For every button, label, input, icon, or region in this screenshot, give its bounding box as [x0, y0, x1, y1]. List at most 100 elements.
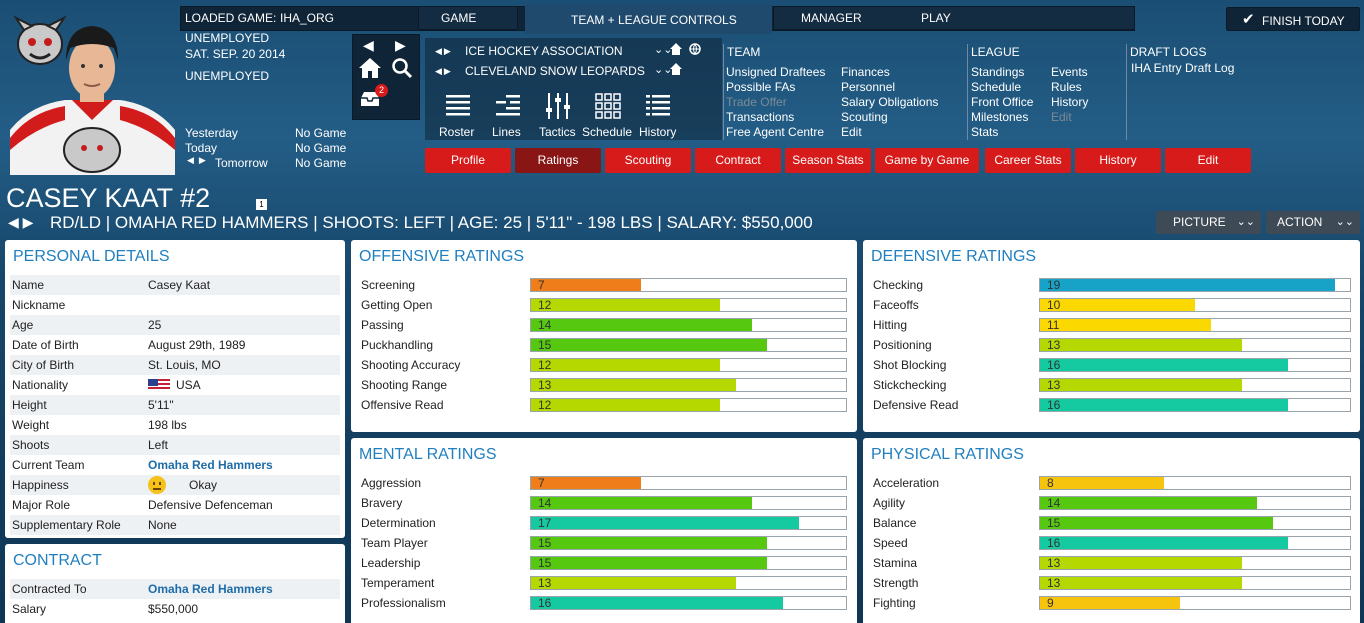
- menu-salary-obligations[interactable]: Salary Obligations: [841, 95, 939, 109]
- menu-scouting[interactable]: Scouting: [841, 110, 888, 124]
- rating-label-fighting: Fighting: [873, 596, 916, 610]
- team-nav-arrows[interactable]: ◀▶: [435, 66, 453, 76]
- player-badge: 1: [256, 199, 267, 210]
- menu-possible-fas[interactable]: Possible FAs: [726, 80, 796, 94]
- team-league-controls-tab[interactable]: [525, 4, 772, 34]
- offensive-ratings-panel: OFFENSIVE RATINGS Screening 7 Getting Open…: [351, 240, 857, 432]
- rating-fill-acceleration: [1040, 477, 1164, 489]
- rating-fill-leadership: [531, 557, 768, 569]
- team-menu-col2: Finances Personnel Salary Obligations Sc…: [841, 65, 938, 140]
- league-expand-icon[interactable]: ⌄⌄: [654, 44, 673, 56]
- manager-menu[interactable]: MANAGER: [801, 11, 862, 25]
- rating-fill-getting-open: [531, 299, 720, 311]
- lines-icon[interactable]: [496, 94, 520, 121]
- manager-play-tab[interactable]: [773, 6, 1135, 30]
- menu-team-edit[interactable]: Edit: [841, 125, 862, 139]
- menu-milestones[interactable]: Milestones: [971, 110, 1029, 124]
- team-league-controls-menu[interactable]: TEAM + LEAGUE CONTROLS: [571, 13, 737, 27]
- tab-season-stats[interactable]: Season Stats: [785, 148, 871, 173]
- rating-fill-speed: [1040, 537, 1288, 549]
- team-name[interactable]: CLEVELAND SNOW LEOPARDS: [465, 64, 645, 78]
- rating-label-speed: Speed: [873, 536, 908, 550]
- menu-iha-entry-draft-log[interactable]: IHA Entry Draft Log: [1131, 61, 1235, 75]
- league-name[interactable]: ICE HOCKEY ASSOCIATION: [465, 44, 623, 58]
- rating-value-passing: 14: [538, 318, 552, 332]
- rating-fill-professionalism: [531, 597, 783, 609]
- rating-bar-faceoffs: 10: [1039, 298, 1351, 312]
- schedule-tomorrow-label: Tomorrow: [215, 156, 268, 170]
- detail-row: Current Team Omaha Red Hammers: [10, 455, 340, 475]
- tactics-icon[interactable]: [545, 92, 571, 123]
- inbox-icon[interactable]: [359, 90, 381, 111]
- toolbar-history[interactable]: History: [639, 125, 677, 139]
- tab-contract[interactable]: Contract: [695, 148, 781, 173]
- schedule-icon[interactable]: [595, 93, 621, 122]
- menu-standings[interactable]: Standings: [971, 65, 1025, 79]
- globe-icon[interactable]: [689, 43, 701, 58]
- rating-label-screening: Screening: [361, 278, 416, 292]
- toolbar-schedule[interactable]: Schedule: [582, 125, 633, 139]
- rating-bar-balance: 15: [1039, 516, 1351, 530]
- rating-label-leadership: Leadership: [361, 556, 421, 570]
- search-icon[interactable]: [391, 57, 413, 82]
- team-expand-icon[interactable]: ⌄⌄: [654, 64, 673, 76]
- rating-label-aggression: Aggression: [361, 476, 422, 490]
- tab-profile[interactable]: Profile: [425, 148, 511, 173]
- home-icon[interactable]: [358, 57, 382, 82]
- personal-details-title: PERSONAL DETAILS: [13, 248, 170, 265]
- schedule-tomorrow-value: No Game: [295, 156, 347, 170]
- roster-icon[interactable]: [446, 94, 470, 121]
- rating-bar-temperament: 13: [530, 576, 847, 590]
- rating-label-faceoffs: Faceoffs: [873, 298, 919, 312]
- play-menu[interactable]: PLAY: [921, 11, 951, 25]
- menu-personnel[interactable]: Personnel: [841, 80, 896, 94]
- menu-events[interactable]: Events: [1051, 65, 1088, 79]
- menu-league-schedule[interactable]: Schedule: [971, 80, 1022, 94]
- menu-finances[interactable]: Finances: [841, 65, 890, 79]
- rating-bar-leadership: 15: [530, 556, 847, 570]
- tab-history[interactable]: History: [1075, 148, 1161, 173]
- forward-arrow-icon[interactable]: ▶: [395, 37, 406, 53]
- league-nav-arrows[interactable]: ◀▶: [435, 46, 453, 56]
- back-arrow-icon[interactable]: ◀: [363, 37, 374, 53]
- rating-label-stickchecking: Stickchecking: [873, 378, 947, 392]
- menu-stats[interactable]: Stats: [971, 125, 999, 139]
- tab-career-stats[interactable]: Career Stats: [985, 148, 1071, 173]
- rating-label-balance: Balance: [873, 516, 917, 530]
- contract-row: Contracted To Omaha Red Hammers: [10, 579, 340, 599]
- team-home-icon[interactable]: [670, 63, 682, 78]
- league-home-icon[interactable]: [670, 43, 682, 58]
- menu-unsigned-draftees[interactable]: Unsigned Draftees: [726, 65, 826, 79]
- rating-value-balance: 15: [1047, 516, 1061, 530]
- contracted-team-link[interactable]: Omaha Red Hammers: [148, 582, 273, 596]
- history-icon[interactable]: [646, 94, 670, 121]
- current-team-link[interactable]: Omaha Red Hammers: [148, 458, 273, 472]
- rating-value-shooting-accuracy: 12: [538, 358, 552, 372]
- tab-scouting[interactable]: Scouting: [605, 148, 691, 173]
- finish-today-button[interactable]: ✔ FINISH TODAY: [1226, 7, 1360, 31]
- rating-bar-positioning: 13: [1039, 338, 1351, 352]
- rating-fill-determination: [531, 517, 799, 529]
- tab-edit[interactable]: Edit: [1165, 148, 1251, 173]
- schedule-nav-arrows[interactable]: ◀ ▶: [187, 155, 206, 165]
- game-tab[interactable]: [418, 6, 518, 30]
- menu-rules[interactable]: Rules: [1051, 80, 1082, 94]
- action-dropdown[interactable]: ACTION ⌄⌄: [1266, 211, 1360, 234]
- menu-league-history[interactable]: History: [1051, 95, 1089, 109]
- league-menu-divider: [967, 44, 968, 140]
- picture-dropdown[interactable]: PICTURE ⌄⌄: [1156, 211, 1261, 234]
- tab-ratings[interactable]: Ratings: [515, 148, 601, 173]
- rating-label-professionalism: Professionalism: [361, 596, 446, 610]
- menu-transactions[interactable]: Transactions: [726, 110, 795, 124]
- rating-label-team-player: Team Player: [361, 536, 428, 550]
- player-nav-arrows[interactable]: ◀ ▶: [8, 214, 34, 230]
- toolbar-tactics[interactable]: Tactics: [539, 125, 576, 139]
- menu-front-office[interactable]: Front Office: [971, 95, 1034, 109]
- rating-label-agility: Agility: [873, 496, 906, 510]
- toolbar-lines[interactable]: Lines: [492, 125, 521, 139]
- game-menu[interactable]: GAME: [441, 11, 477, 25]
- rating-label-shooting-accuracy: Shooting Accuracy: [361, 358, 461, 372]
- toolbar-roster[interactable]: Roster: [439, 125, 475, 139]
- tab-game-by-game[interactable]: Game by Game: [875, 148, 979, 173]
- menu-free-agent-centre[interactable]: Free Agent Centre: [726, 125, 825, 139]
